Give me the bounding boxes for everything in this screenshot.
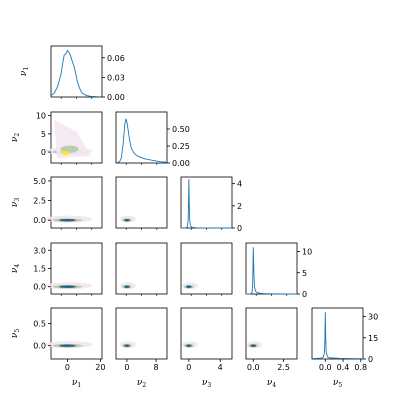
diag-ytick-label-5: 15	[368, 334, 378, 343]
yaxis-label-4: ν4	[10, 264, 21, 273]
diag-ytick-label-5: 0	[368, 355, 373, 364]
xtick-label-5: 0.0	[319, 363, 332, 372]
xtick-label-3: 4	[218, 363, 223, 372]
density-core	[186, 285, 192, 288]
density-curve-5	[311, 312, 364, 360]
diag-ytick-label-1: 0.00	[107, 93, 125, 102]
density-core	[186, 344, 192, 347]
diag-ytick-label-2: 0.50	[172, 125, 190, 134]
diag-ytick-label-4: 10	[302, 248, 312, 257]
ytick-label-4: 1.5	[33, 265, 46, 274]
density-core	[124, 285, 130, 288]
ytick-label-2: 5	[41, 130, 46, 139]
density-core	[124, 218, 130, 222]
xaxis-label-2: ν2	[137, 378, 146, 389]
yaxis-label-1: ν1	[19, 67, 30, 76]
diag-frame-5	[311, 307, 364, 360]
xtick-label-4: 2.5	[277, 363, 290, 372]
xaxis-label-5: ν5	[333, 378, 342, 389]
ytick-label-2: 0	[41, 148, 46, 157]
xaxis-label-1: ν1	[72, 378, 81, 389]
joint-frame-5-3	[180, 307, 233, 360]
diag-ytick-label-4: 0	[302, 290, 307, 299]
joint-frame-5-1	[50, 307, 103, 360]
density-blob-upper	[60, 145, 79, 153]
xtick-label-2: 8	[154, 363, 159, 372]
yaxis-label-3: ν3	[10, 198, 21, 207]
diag-ytick-label-4: 5	[302, 269, 307, 278]
xtick-label-4: 0.0	[247, 363, 260, 372]
ytick-label-3: 0.0	[33, 216, 46, 225]
ytick-label-5: 0.0	[33, 342, 46, 351]
density-core	[59, 218, 76, 222]
xaxis-label-3: ν3	[202, 378, 211, 389]
ytick-label-2: 10	[36, 112, 46, 121]
diag-ytick-label-2: 0.25	[172, 142, 190, 151]
density-curve-1	[50, 49, 101, 98]
density-core	[59, 344, 76, 347]
density-core	[124, 344, 130, 347]
density-curve-3	[180, 179, 232, 229]
diag-frame-2	[115, 111, 168, 164]
xtick-label-5: 0.4	[337, 363, 350, 372]
ytick-label-3: 2.5	[33, 197, 46, 206]
diag-ytick-label-3: 4	[237, 180, 242, 189]
xtick-label-1: 0	[65, 363, 70, 372]
diag-frame-1	[50, 45, 103, 98]
diag-ytick-label-1: 0.03	[107, 73, 125, 82]
density-peak	[61, 151, 70, 156]
density-core	[250, 344, 257, 347]
diag-ytick-label-5: 30	[368, 313, 378, 322]
ytick-label-3: 5.0	[33, 177, 46, 186]
ytick-label-5: 0.5	[33, 320, 46, 329]
yaxis-label-2: ν2	[10, 133, 21, 142]
xaxis-label-4: ν4	[267, 378, 276, 389]
yaxis-label-5: ν5	[10, 329, 21, 338]
xtick-label-5: 0.8	[354, 363, 367, 372]
xtick-label-2: 0	[124, 363, 129, 372]
density-curve-4	[245, 247, 298, 295]
density-core	[59, 285, 76, 288]
joint-frame-5-2	[115, 307, 168, 360]
diag-ytick-label-2: 0.00	[172, 159, 190, 168]
xtick-label-1: 20	[95, 363, 105, 372]
xtick-label-3: 0	[186, 363, 191, 372]
joint-frame-5-4	[245, 307, 298, 360]
ytick-label-4: 3.0	[33, 246, 46, 255]
ytick-label-4: 0.0	[33, 283, 46, 292]
diag-ytick-label-1: 0.06	[107, 54, 125, 63]
density-curve-2	[115, 118, 168, 164]
diag-ytick-label-3: 2	[237, 202, 242, 211]
diag-ytick-label-3: 0	[237, 224, 242, 233]
